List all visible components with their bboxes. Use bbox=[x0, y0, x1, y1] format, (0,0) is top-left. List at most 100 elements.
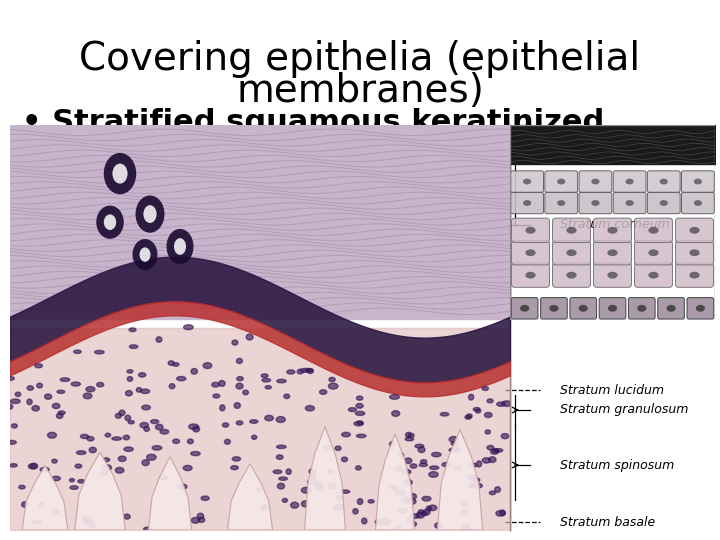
Ellipse shape bbox=[523, 179, 531, 185]
Ellipse shape bbox=[7, 404, 13, 409]
FancyBboxPatch shape bbox=[579, 171, 612, 192]
Ellipse shape bbox=[418, 447, 425, 453]
FancyBboxPatch shape bbox=[634, 263, 672, 287]
Ellipse shape bbox=[220, 405, 225, 411]
Ellipse shape bbox=[178, 484, 187, 489]
Ellipse shape bbox=[135, 195, 164, 233]
Ellipse shape bbox=[335, 446, 341, 450]
Ellipse shape bbox=[191, 451, 200, 456]
Ellipse shape bbox=[160, 476, 168, 480]
Ellipse shape bbox=[428, 505, 437, 511]
Ellipse shape bbox=[99, 471, 107, 476]
Ellipse shape bbox=[89, 447, 96, 453]
Ellipse shape bbox=[30, 463, 37, 469]
Ellipse shape bbox=[246, 334, 253, 340]
Ellipse shape bbox=[78, 480, 85, 483]
Ellipse shape bbox=[649, 227, 659, 234]
FancyBboxPatch shape bbox=[511, 218, 549, 242]
Ellipse shape bbox=[496, 510, 505, 516]
Ellipse shape bbox=[490, 449, 499, 454]
Ellipse shape bbox=[143, 527, 151, 531]
Ellipse shape bbox=[143, 205, 157, 223]
FancyBboxPatch shape bbox=[647, 171, 680, 192]
Ellipse shape bbox=[477, 461, 482, 467]
Ellipse shape bbox=[328, 383, 338, 389]
Ellipse shape bbox=[82, 516, 90, 520]
Ellipse shape bbox=[341, 457, 348, 462]
Ellipse shape bbox=[115, 413, 122, 418]
Ellipse shape bbox=[395, 526, 400, 530]
Ellipse shape bbox=[287, 370, 295, 374]
Ellipse shape bbox=[127, 376, 132, 381]
Ellipse shape bbox=[549, 305, 559, 312]
Ellipse shape bbox=[418, 510, 424, 514]
Ellipse shape bbox=[357, 421, 363, 424]
Ellipse shape bbox=[305, 406, 315, 411]
Ellipse shape bbox=[410, 494, 416, 500]
Ellipse shape bbox=[469, 463, 477, 467]
Ellipse shape bbox=[333, 504, 343, 510]
Ellipse shape bbox=[45, 394, 52, 399]
Text: • Stratified squamous keratinized: • Stratified squamous keratinized bbox=[22, 108, 604, 137]
Ellipse shape bbox=[502, 401, 512, 407]
FancyBboxPatch shape bbox=[511, 298, 538, 319]
FancyBboxPatch shape bbox=[675, 240, 714, 265]
Ellipse shape bbox=[557, 200, 565, 206]
Ellipse shape bbox=[183, 465, 192, 470]
Ellipse shape bbox=[405, 480, 413, 485]
Ellipse shape bbox=[454, 447, 460, 451]
Ellipse shape bbox=[236, 359, 243, 363]
Ellipse shape bbox=[694, 200, 702, 206]
Ellipse shape bbox=[150, 420, 158, 423]
Ellipse shape bbox=[187, 439, 194, 444]
Ellipse shape bbox=[168, 361, 174, 366]
FancyBboxPatch shape bbox=[545, 192, 577, 214]
Ellipse shape bbox=[173, 439, 179, 443]
Ellipse shape bbox=[461, 527, 470, 532]
Ellipse shape bbox=[234, 403, 240, 408]
FancyBboxPatch shape bbox=[613, 192, 646, 214]
Ellipse shape bbox=[176, 376, 186, 381]
FancyBboxPatch shape bbox=[682, 171, 714, 192]
Ellipse shape bbox=[213, 394, 220, 398]
FancyBboxPatch shape bbox=[552, 218, 590, 242]
Ellipse shape bbox=[276, 379, 286, 383]
Ellipse shape bbox=[250, 420, 258, 423]
Ellipse shape bbox=[86, 387, 95, 392]
Ellipse shape bbox=[469, 483, 475, 488]
FancyBboxPatch shape bbox=[510, 171, 544, 192]
Ellipse shape bbox=[390, 395, 400, 399]
Ellipse shape bbox=[311, 474, 316, 480]
FancyBboxPatch shape bbox=[634, 240, 672, 265]
Ellipse shape bbox=[279, 477, 287, 480]
Ellipse shape bbox=[305, 368, 313, 372]
Ellipse shape bbox=[104, 153, 136, 194]
Ellipse shape bbox=[402, 498, 410, 503]
Ellipse shape bbox=[115, 468, 124, 473]
FancyBboxPatch shape bbox=[675, 263, 714, 287]
Ellipse shape bbox=[485, 413, 492, 417]
FancyBboxPatch shape bbox=[511, 263, 549, 287]
FancyBboxPatch shape bbox=[552, 240, 590, 265]
Ellipse shape bbox=[11, 399, 20, 403]
FancyBboxPatch shape bbox=[634, 218, 672, 242]
FancyBboxPatch shape bbox=[613, 171, 646, 192]
Ellipse shape bbox=[407, 517, 413, 522]
Polygon shape bbox=[228, 464, 273, 530]
Ellipse shape bbox=[649, 272, 659, 279]
Ellipse shape bbox=[405, 458, 412, 463]
Ellipse shape bbox=[291, 502, 299, 508]
Ellipse shape bbox=[626, 200, 634, 206]
Ellipse shape bbox=[361, 518, 367, 524]
Ellipse shape bbox=[173, 363, 179, 366]
Ellipse shape bbox=[70, 486, 78, 489]
Polygon shape bbox=[148, 457, 192, 530]
Ellipse shape bbox=[197, 513, 204, 519]
Ellipse shape bbox=[129, 328, 136, 332]
Ellipse shape bbox=[112, 437, 122, 440]
Ellipse shape bbox=[411, 522, 416, 526]
Ellipse shape bbox=[473, 408, 480, 411]
Ellipse shape bbox=[156, 337, 162, 342]
Polygon shape bbox=[75, 452, 125, 530]
FancyBboxPatch shape bbox=[599, 298, 626, 319]
